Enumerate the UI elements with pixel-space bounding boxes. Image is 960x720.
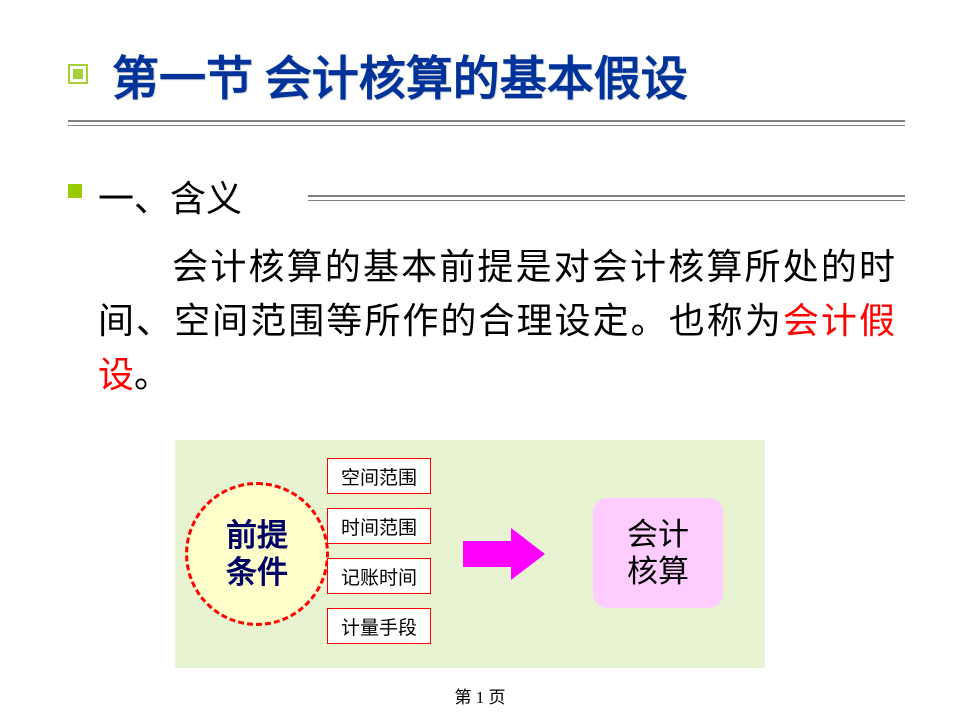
body-paragraph: 会计核算的基本前提是对会计核算所处的时间、空间范围等所作的合理设定。也称为会计假… — [98, 240, 895, 402]
condition-box-label: 记账时间 — [341, 563, 417, 590]
diagram-panel: 前提条件 空间范围时间范围记账时间计量手段 会计核算 — [175, 440, 765, 668]
subtitle-rule — [308, 195, 905, 201]
condition-box-label: 时间范围 — [341, 513, 417, 540]
subtitle-row: 一、含义 — [68, 170, 905, 220]
subtitle-bullet-icon — [68, 184, 82, 198]
title-row: 第一节 会计核算的基本假设 — [68, 30, 905, 140]
bullet-inner — [73, 69, 83, 79]
condition-box-label: 计量手段 — [341, 613, 417, 640]
slide-title: 第一节 会计核算的基本假设 — [112, 40, 688, 109]
title-bullet-icon — [68, 64, 88, 84]
body-plain: 会计核算的基本前提是对会计核算所处的时间、空间范围等所作的合理设定。也称为 — [98, 247, 895, 341]
condition-box: 空间范围 — [327, 458, 431, 494]
slide-body: 第一节 会计核算的基本假设 一、含义 会计核算的基本前提是对会计核算所处的时间、… — [68, 30, 905, 402]
arrow-icon — [463, 528, 545, 580]
arrow-shaft — [463, 541, 511, 567]
arrow-head — [511, 528, 545, 580]
title-underline — [68, 120, 905, 126]
result-box: 会计核算 — [593, 498, 723, 608]
circle-label: 前提条件 — [226, 517, 288, 591]
condition-box: 计量手段 — [327, 608, 431, 644]
condition-box: 记账时间 — [327, 558, 431, 594]
body-tail: 。 — [134, 355, 170, 395]
condition-box-label: 空间范围 — [341, 463, 417, 490]
page-footer: 第 1 页 — [0, 683, 960, 708]
precondition-circle: 前提条件 — [185, 482, 329, 626]
slide: 第一节 会计核算的基本假设 一、含义 会计核算的基本前提是对会计核算所处的时间、… — [0, 0, 960, 720]
result-label: 会计核算 — [627, 516, 689, 590]
subtitle-text: 一、含义 — [98, 170, 242, 222]
condition-box: 时间范围 — [327, 508, 431, 544]
